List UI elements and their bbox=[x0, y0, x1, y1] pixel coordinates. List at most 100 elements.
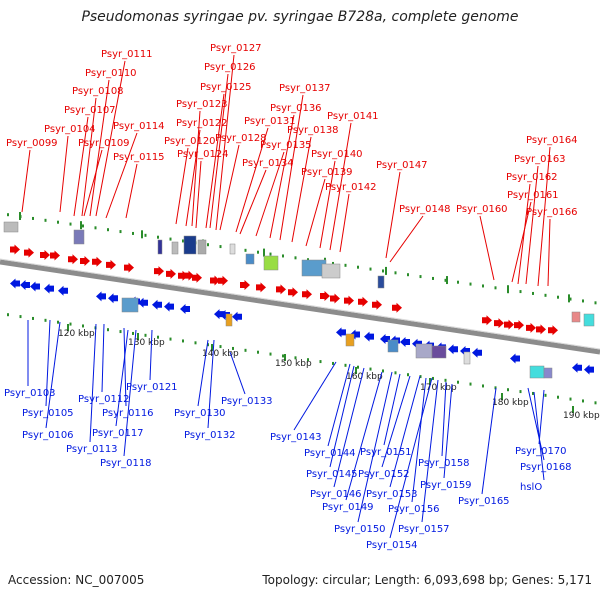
forward-leader-line bbox=[59, 135, 69, 213]
forward-leader-line bbox=[511, 201, 532, 283]
reverse-leader-line bbox=[381, 375, 411, 468]
forward-gene-label: Psyr_0135 bbox=[260, 140, 312, 151]
feature-box bbox=[321, 263, 341, 279]
reverse-gene-arrow bbox=[152, 299, 162, 310]
forward-gene-arrow bbox=[166, 268, 176, 279]
forward-leader-line bbox=[83, 149, 103, 217]
reverse-gene-arrow bbox=[164, 301, 174, 312]
scale-label: 160 kbp bbox=[346, 372, 383, 382]
scale-label: 140 kbp bbox=[202, 349, 239, 359]
reverse-gene-arrow bbox=[30, 281, 40, 292]
reverse-leader-line bbox=[527, 387, 545, 461]
forward-gene-label: Psyr_0110 bbox=[85, 68, 137, 79]
scale-label: 170 kbp bbox=[420, 383, 457, 393]
scale-label: 150 kbp bbox=[275, 359, 312, 369]
reverse-gene-label: Psyr_0143 bbox=[270, 432, 322, 443]
feature-box bbox=[197, 239, 207, 255]
forward-gene-label: Psyr_0163 bbox=[514, 154, 566, 165]
forward-gene-label: Psyr_0137 bbox=[279, 83, 331, 94]
backbone-highlight bbox=[0, 258, 600, 350]
reverse-gene-label: Psyr_0153 bbox=[366, 489, 418, 500]
forward-gene-arrow bbox=[178, 270, 188, 281]
reverse-gene-arrow bbox=[336, 327, 346, 338]
reverse-gene-arrow bbox=[350, 329, 360, 340]
reverse-gene-arrow bbox=[214, 309, 224, 320]
feature-box bbox=[245, 253, 255, 265]
forward-leader-line bbox=[339, 193, 350, 253]
forward-gene-label: Psyr_0147 bbox=[376, 160, 428, 171]
forward-leader-line bbox=[547, 218, 551, 287]
forward-leader-line bbox=[95, 60, 126, 217]
reverse-leader-line bbox=[123, 329, 137, 457]
genome-backbone bbox=[0, 259, 600, 355]
reverse-gene-arrow bbox=[96, 291, 106, 302]
forward-leader-line bbox=[219, 144, 240, 231]
reverse-gene-arrow bbox=[472, 347, 482, 358]
reverse-leader-line bbox=[207, 339, 215, 429]
forward-gene-arrow bbox=[320, 291, 330, 301]
forward-leader-line bbox=[389, 215, 424, 263]
forward-gene-label: Psyr_0122 bbox=[176, 118, 228, 129]
reverse-leader-line bbox=[45, 321, 61, 429]
reverse-gene-arrow bbox=[364, 331, 374, 342]
forward-gene-arrow bbox=[210, 275, 220, 286]
forward-gene-arrow bbox=[330, 293, 340, 304]
forward-leader-line bbox=[269, 114, 295, 239]
forward-gene-arrow bbox=[68, 254, 78, 265]
reverse-gene-label: Psyr_0146 bbox=[310, 489, 362, 500]
reverse-gene-label: Psyr_0121 bbox=[126, 382, 178, 393]
forward-leader-line bbox=[385, 171, 401, 259]
forward-leader-line bbox=[525, 165, 539, 285]
forward-leader-line bbox=[105, 132, 138, 219]
reverse-leader-line bbox=[389, 377, 433, 539]
reverse-leader-line bbox=[421, 379, 439, 523]
forward-gene-arrow bbox=[218, 275, 228, 286]
reverse-gene-label: Psyr_0156 bbox=[388, 504, 440, 515]
forward-gene-label: Psyr_0142 bbox=[325, 182, 377, 193]
reverse-leader-line bbox=[345, 371, 383, 501]
forward-gene-label: Psyr_0126 bbox=[204, 62, 256, 73]
forward-gene-arrow bbox=[392, 302, 402, 313]
reverse-gene-label: Psyr_0117 bbox=[92, 428, 144, 439]
reverse-gene-label: Psyr_0145 bbox=[306, 469, 358, 480]
forward-gene-arrow bbox=[526, 322, 536, 333]
forward-gene-label: Psyr_0115 bbox=[113, 152, 165, 163]
forward-gene-label: Psyr_0108 bbox=[72, 86, 124, 97]
forward-gene-label: Psyr_0138 bbox=[287, 125, 339, 136]
reverse-leader-line bbox=[327, 363, 351, 447]
reverse-gene-label: Psyr_0112 bbox=[78, 394, 130, 405]
reverse-gene-label: Psyr_0159 bbox=[420, 480, 472, 491]
forward-leader-line bbox=[125, 163, 138, 219]
forward-leader-line bbox=[255, 151, 285, 237]
forward-gene-label: Psyr_0161 bbox=[507, 190, 559, 201]
forward-gene-label: Psyr_0134 bbox=[242, 158, 294, 169]
reverse-leader-line bbox=[481, 387, 497, 495]
forward-leader-line bbox=[195, 160, 202, 229]
genome-summary: Topology: circular; Length: 6,093,698 bp… bbox=[262, 573, 592, 587]
forward-gene-label: Psyr_0127 bbox=[210, 43, 262, 54]
forward-gene-label: Psyr_0125 bbox=[200, 82, 252, 93]
reverse-gene-arrow bbox=[20, 280, 30, 290]
reverse-gene-arrow bbox=[400, 337, 410, 347]
reverse-leader-line bbox=[123, 327, 127, 407]
feature-box bbox=[157, 239, 163, 255]
reverse-gene-label: Psyr_0103 bbox=[4, 388, 56, 399]
reverse-gene-arrow bbox=[180, 304, 190, 314]
forward-gene-arrow bbox=[124, 262, 134, 273]
forward-leader-line bbox=[89, 79, 110, 217]
forward-leader-line bbox=[81, 97, 97, 217]
reverse-gene-arrow bbox=[58, 285, 68, 296]
forward-gene-arrow bbox=[50, 250, 60, 261]
forward-gene-label: Psyr_0124 bbox=[177, 149, 229, 160]
reverse-gene-arrow bbox=[510, 353, 520, 364]
reverse-leader-line bbox=[538, 389, 545, 445]
forward-gene-arrow bbox=[344, 295, 354, 306]
reverse-gene-arrow bbox=[138, 297, 148, 308]
forward-gene-label: Psyr_0109 bbox=[78, 138, 130, 149]
forward-gene-arrow bbox=[92, 256, 102, 267]
feature-box bbox=[225, 313, 233, 327]
reverse-gene-label: Psyr_0157 bbox=[398, 524, 450, 535]
scale-label: 130 kbp bbox=[128, 338, 165, 348]
reverse-leader-line bbox=[197, 339, 209, 407]
reverse-leader-line bbox=[149, 329, 153, 381]
